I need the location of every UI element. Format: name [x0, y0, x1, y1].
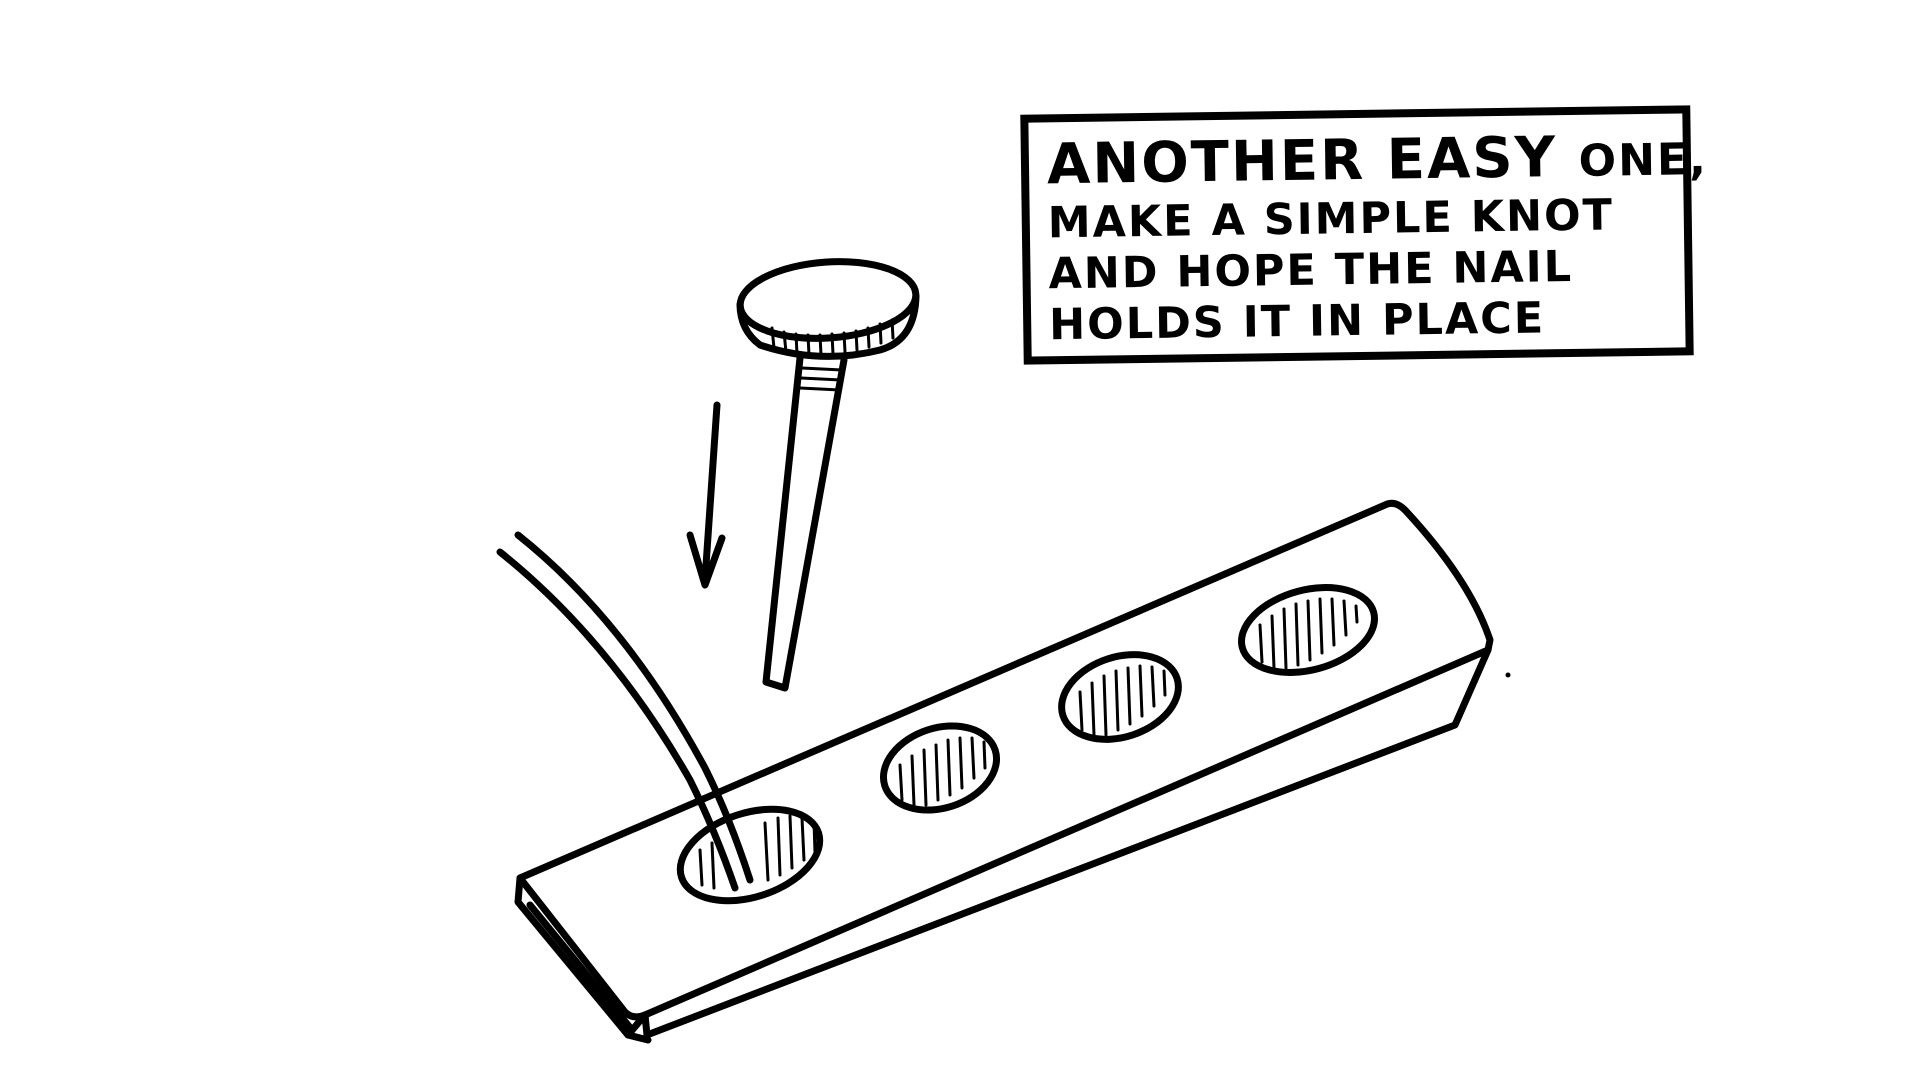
callout-line-4: HOLDS IT IN PLACE: [1048, 292, 1546, 350]
down-arrow-icon: [686, 401, 726, 589]
nail: [736, 258, 920, 692]
arrow-head: [686, 531, 726, 589]
nail-shank: [762, 354, 848, 692]
callout-line-1-small: ONE,: [1578, 134, 1709, 187]
board-holes: [676, 584, 1378, 905]
nail-head-rim: [736, 292, 920, 360]
hole-3: [1058, 651, 1182, 743]
cord-left-edge: [496, 548, 739, 892]
hole-1: [676, 805, 824, 905]
callout-line-2: MAKE A SIMPLE KNOT: [1047, 190, 1615, 249]
board-front-face: [641, 646, 1492, 1039]
callout-line-1: ANOTHER EASY ONE,: [1046, 124, 1709, 199]
hole-2-hatching: [898, 736, 987, 807]
board-left-end: [514, 874, 649, 1039]
cord-right-edge: [514, 531, 754, 884]
nail-shank-grooves: [798, 366, 844, 392]
arrow-shaft: [701, 401, 721, 584]
hole-4-hatching: [1258, 597, 1359, 670]
hole-3-hatching: [1078, 664, 1167, 737]
board-front-face-lower: [624, 1031, 652, 1044]
ink-speck: [1505, 672, 1511, 678]
callout-line-1-big: ANOTHER EASY: [1046, 125, 1558, 198]
instruction-callout-box: ANOTHER EASY ONE, MAKE A SIMPLE KNOT AND…: [1020, 105, 1709, 365]
hole-2: [879, 722, 1001, 814]
wooden-board: [514, 499, 1494, 1044]
callout-line-3: AND HOPE THE NAIL: [1048, 241, 1574, 300]
hole-1-hatching: [698, 814, 817, 890]
nail-head-knurl: [770, 318, 895, 357]
hole-4: [1238, 584, 1378, 676]
cord: [496, 531, 754, 892]
board-top-face: [516, 499, 1494, 1021]
board-left-edge-inner: [526, 901, 636, 1034]
